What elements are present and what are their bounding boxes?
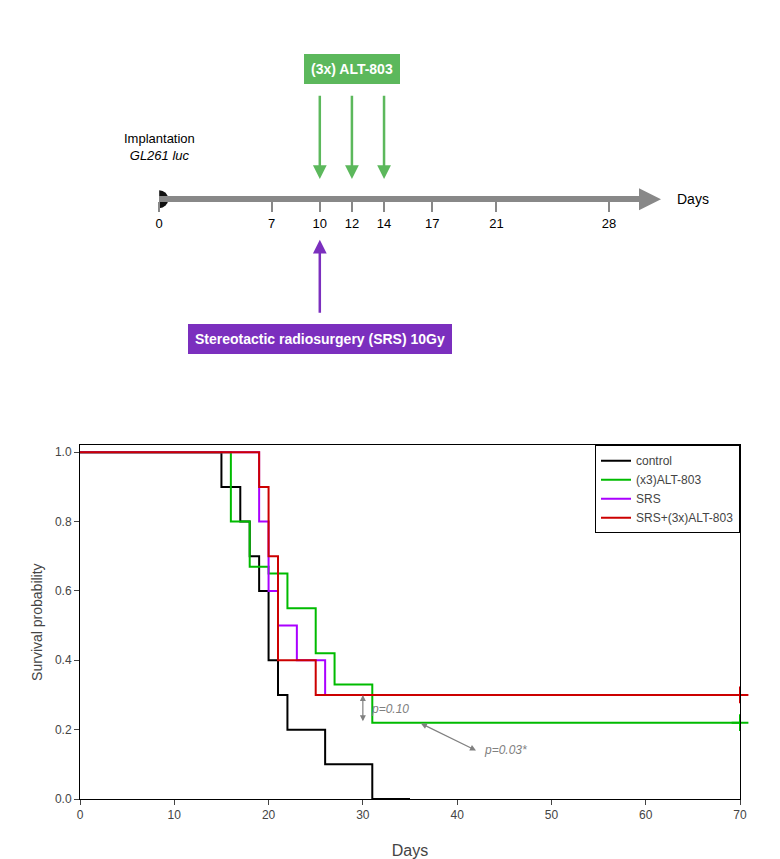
svg-text:0.8: 0.8 xyxy=(55,515,72,529)
svg-text:40: 40 xyxy=(450,808,464,822)
svg-text:10: 10 xyxy=(168,808,182,822)
svg-text:14: 14 xyxy=(377,216,391,231)
svg-text:0: 0 xyxy=(77,808,84,822)
svg-text:60: 60 xyxy=(639,808,653,822)
svg-text:Survival probability: Survival probability xyxy=(29,563,45,681)
svg-text:(x3)ALT-803: (x3)ALT-803 xyxy=(636,473,701,487)
svg-text:0.0: 0.0 xyxy=(55,792,72,806)
svg-text:0: 0 xyxy=(156,216,163,231)
svg-text:(3x) ALT-803: (3x) ALT-803 xyxy=(311,61,393,77)
svg-text:7: 7 xyxy=(268,216,275,231)
svg-text:17: 17 xyxy=(425,216,439,231)
svg-text:20: 20 xyxy=(262,808,276,822)
svg-text:10: 10 xyxy=(313,216,327,231)
svg-text:70: 70 xyxy=(733,808,747,822)
svg-text:ImplantationGL261 luc: ImplantationGL261 luc xyxy=(124,131,195,163)
svg-text:Stereotactic radiosurgery (SRS: Stereotactic radiosurgery (SRS) 10Gy xyxy=(195,331,445,347)
svg-text:p=0.10: p=0.10 xyxy=(371,702,409,716)
svg-text:28: 28 xyxy=(602,216,616,231)
svg-text:SRS: SRS xyxy=(636,492,661,506)
svg-text:Days: Days xyxy=(677,191,709,207)
svg-text:SRS+(3x)ALT-803: SRS+(3x)ALT-803 xyxy=(636,511,733,525)
svg-text:control: control xyxy=(636,454,672,468)
svg-text:21: 21 xyxy=(489,216,503,231)
svg-text:0.6: 0.6 xyxy=(55,584,72,598)
svg-text:1.0: 1.0 xyxy=(55,445,72,459)
svg-text:p=0.03*: p=0.03* xyxy=(484,743,527,757)
svg-text:Days: Days xyxy=(392,842,428,859)
svg-text:30: 30 xyxy=(356,808,370,822)
svg-text:0.2: 0.2 xyxy=(55,723,72,737)
svg-text:12: 12 xyxy=(345,216,359,231)
svg-text:0.4: 0.4 xyxy=(55,653,72,667)
svg-text:50: 50 xyxy=(545,808,559,822)
